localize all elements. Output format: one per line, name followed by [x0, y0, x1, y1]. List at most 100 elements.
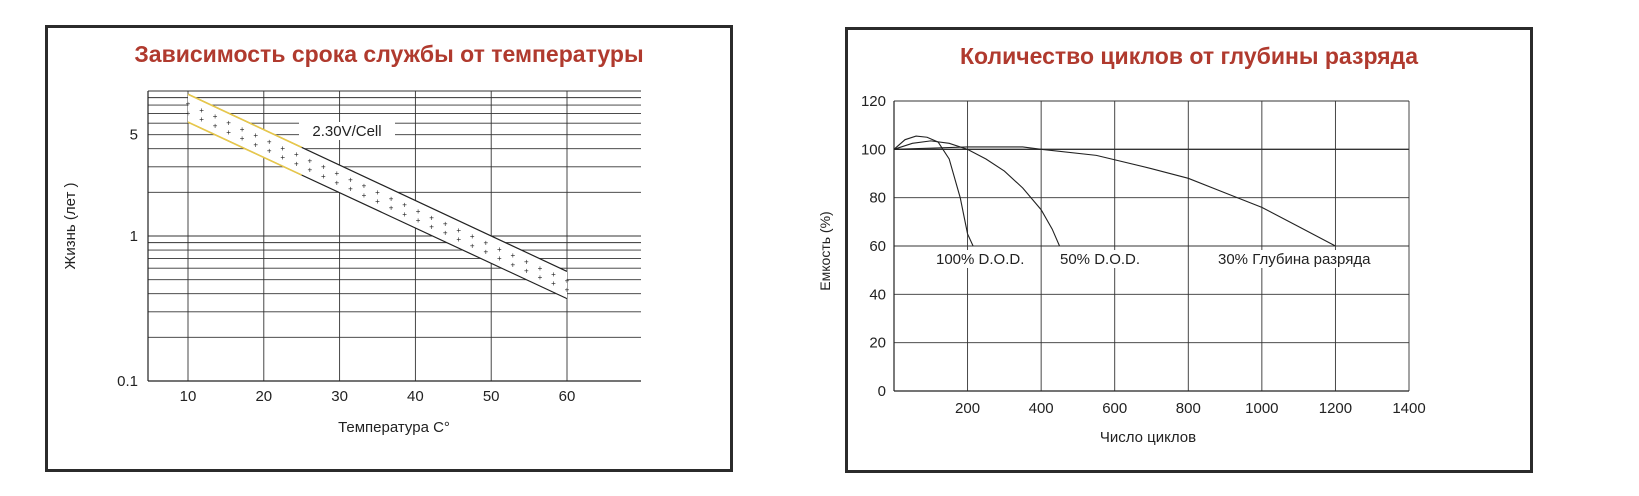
- x-axis-label: Число циклов: [1100, 429, 1196, 446]
- y-tick-label: 0.1: [117, 373, 138, 390]
- series-label-bg: [934, 250, 1031, 268]
- band-hatch-mark: +: [470, 241, 475, 250]
- x-tick-label: 200: [955, 400, 980, 417]
- y-tick-label: 80: [869, 190, 886, 207]
- band-hatch-mark: +: [199, 106, 204, 115]
- x-tick-label: 1200: [1319, 400, 1352, 417]
- y-tick-label: 120: [861, 93, 886, 110]
- x-tick-label: 20: [255, 388, 272, 405]
- band-hatch-mark: +: [551, 270, 556, 279]
- series-line: [893, 146, 1336, 247]
- band-hatch-mark: +: [213, 112, 218, 121]
- band-hatch-mark: +: [213, 121, 218, 130]
- band-hatch-mark: +: [267, 137, 272, 146]
- series-label: 50% D.O.D.: [1060, 251, 1140, 268]
- band-hatch-mark: +: [375, 188, 380, 197]
- band-upper-highlight: [187, 93, 303, 149]
- band-hatch-mark: +: [511, 260, 516, 269]
- band-hatch-mark: +: [483, 239, 488, 248]
- band-hatch-mark: +: [389, 203, 394, 212]
- band-hatch-mark: +: [429, 222, 434, 231]
- band-hatch-mark: +: [186, 100, 191, 109]
- band-hatch-mark: +: [497, 254, 502, 263]
- band-hatch-mark: +: [199, 115, 204, 124]
- band-hatch-mark: +: [402, 210, 407, 219]
- x-tick-label: 1000: [1245, 400, 1278, 417]
- band-hatch-mark: +: [321, 172, 326, 181]
- band-hatch-mark: +: [226, 128, 231, 137]
- band-hatch-mark: +: [565, 286, 570, 295]
- x-tick-label: 40: [407, 388, 424, 405]
- annotation-bg: [299, 122, 395, 140]
- band-hatch-mark: +: [429, 213, 434, 222]
- band-hatch-mark: +: [416, 216, 421, 225]
- band-hatch-mark: +: [294, 150, 299, 159]
- series-label: 30% Глубина разряда: [1218, 251, 1371, 268]
- band-hatch-mark: +: [538, 264, 543, 273]
- cycles-vs-dod-chart: Количество циклов от глубины разряда 200…: [817, 27, 1533, 473]
- x-tick-label: 600: [1102, 400, 1127, 417]
- y-tick-label: 1: [130, 228, 138, 245]
- band-hatch-mark: +: [186, 109, 191, 118]
- y-tick-label: 5: [130, 127, 138, 144]
- band-hatch-mark: +: [470, 232, 475, 241]
- y-axis-label: Емкость (%): [817, 211, 833, 290]
- series-label-bg: [1058, 250, 1146, 268]
- band-hatch-mark: +: [362, 182, 367, 191]
- series-label-bg: [1216, 250, 1380, 268]
- y-axis-label: Жизнь (лет ): [62, 182, 79, 269]
- band-hatch-mark: +: [267, 147, 272, 156]
- band-hatch-mark: +: [497, 245, 502, 254]
- y-tick-label: 0: [878, 383, 886, 400]
- series-label: 100% D.O.D.: [936, 251, 1024, 268]
- x-axis-label: Температура C°: [338, 419, 450, 436]
- band-hatch-mark: +: [240, 125, 245, 134]
- band-hatch-mark: +: [307, 156, 312, 165]
- y-tick-label: 60: [869, 238, 886, 255]
- band-hatch-mark: +: [443, 220, 448, 229]
- band-hatch-mark: +: [389, 194, 394, 203]
- band-hatch-mark: +: [335, 169, 340, 178]
- band-hatch-mark: +: [253, 140, 258, 149]
- band-hatch-mark: +: [280, 144, 285, 153]
- annotation-label: 2.30V/Cell: [312, 123, 381, 140]
- band-hatch-mark: +: [416, 207, 421, 216]
- chart-title: Зависимость срока службы от температуры: [134, 41, 644, 67]
- band-hatch-mark: +: [511, 251, 516, 260]
- band-hatch-mark: +: [321, 163, 326, 172]
- life-band: [188, 94, 567, 299]
- band-hatch-mark: +: [307, 166, 312, 175]
- band-hatch-mark: +: [524, 258, 529, 267]
- band-hatch-mark: +: [551, 279, 556, 288]
- chart-title: Количество циклов от глубины разряда: [959, 43, 1418, 69]
- band-hatch-mark: +: [443, 229, 448, 238]
- band-hatch-mark: +: [524, 267, 529, 276]
- x-tick-label: 50: [483, 388, 500, 405]
- x-tick-label: 800: [1176, 400, 1201, 417]
- y-tick-label: 40: [869, 286, 886, 303]
- y-tick-label: 20: [869, 335, 886, 352]
- band-hatch-mark: +: [375, 197, 380, 206]
- x-tick-label: 60: [559, 388, 576, 405]
- cycles-vs-dod-plot: 200 400 600 800 1000 1200 1400 0 20 40 60 80 100 120 Ч…: [817, 93, 1426, 446]
- x-tick-label: 400: [1029, 400, 1054, 417]
- series-line: [893, 140, 1061, 247]
- band-hatch-mark: +: [362, 191, 367, 200]
- band-hatch-mark: +: [402, 201, 407, 210]
- band-hatch-mark: +: [483, 248, 488, 257]
- x-tick-label: 1400: [1392, 400, 1425, 417]
- y-tick-label: 100: [861, 141, 886, 158]
- band-hatch-mark: +: [226, 118, 231, 127]
- band-hatch-mark: +: [294, 159, 299, 168]
- life-vs-temperature-plot: 10 20 30 40 50 60 5 1 0.1 Температура C° Жизнь (ле…: [62, 90, 641, 436]
- life-vs-temperature-chart: Зависимость срока службы от температуры …: [45, 25, 733, 472]
- band-lower-highlight: [187, 121, 303, 176]
- band-hatch-mark: +: [348, 175, 353, 184]
- band-hatch-mark: +: [456, 235, 461, 244]
- band-hatch-mark: +: [240, 134, 245, 143]
- band-hatch-mark: +: [348, 185, 353, 194]
- band-hatch-mark: +: [335, 178, 340, 187]
- band-hatch-mark: +: [456, 226, 461, 235]
- band-hatch-mark: +: [538, 273, 543, 282]
- x-tick-label: 10: [180, 388, 197, 405]
